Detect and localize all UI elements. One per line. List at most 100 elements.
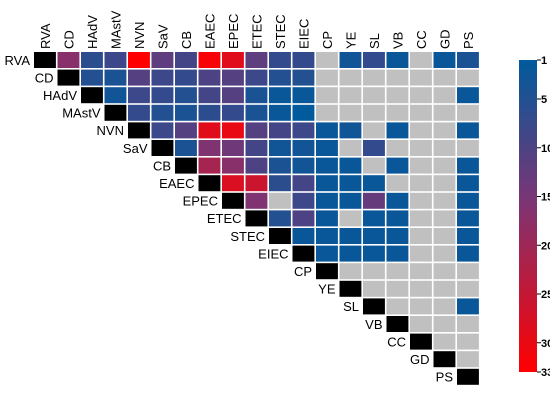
heatmap-cell (269, 87, 291, 104)
heatmap-cell (292, 122, 315, 139)
heatmap-cell (457, 157, 479, 174)
heatmap-cell (457, 210, 479, 227)
missing-cell (433, 228, 456, 244)
heatmap-cell (175, 69, 197, 86)
heatmap-cell (151, 122, 174, 139)
heatmap-cell (386, 157, 409, 174)
heatmap-cell (339, 192, 362, 209)
missing-cell (410, 298, 432, 315)
colorbar-tick-label: 30 (541, 338, 550, 350)
heatmap-cell (457, 122, 479, 139)
diagonal-cell (339, 280, 362, 297)
heatmap-cell (222, 140, 244, 156)
row-label: SaV (123, 141, 148, 156)
diagonal-cell (81, 87, 103, 104)
heatmap-cell (292, 87, 315, 104)
diagonal-cell (151, 140, 174, 156)
column-labels: RVA CD HAdV MAstV NVN SaV CB EAEC EPEC ETEC STEC EI… (38, 10, 476, 49)
missing-cell (316, 69, 338, 86)
missing-cell (433, 263, 456, 280)
heatmap-cell (222, 157, 244, 174)
column-label: YE (343, 31, 358, 49)
heatmap-cell (245, 122, 268, 139)
heatmap-cell (245, 52, 268, 68)
colorbar-tick-label: 15 (541, 192, 550, 204)
missing-cell (433, 104, 456, 121)
heatmap-cell (245, 175, 268, 192)
heatmap-cell (198, 157, 221, 174)
missing-cell (457, 263, 479, 280)
missing-cell (410, 175, 432, 192)
diagonal-cell (128, 122, 150, 139)
heatmap-cell (222, 69, 244, 86)
heatmap-cell (386, 245, 409, 262)
heatmap-cell (363, 245, 385, 262)
heatmap-cell (292, 104, 315, 121)
heatmap-cell (128, 104, 150, 121)
row-label: STEC (230, 229, 265, 244)
heatmap-cell (292, 192, 315, 209)
missing-cell (386, 104, 409, 121)
heatmap-cell (292, 140, 315, 156)
row-label: NVN (97, 123, 124, 138)
diagonal-cell (433, 351, 456, 368)
missing-cell (363, 87, 385, 104)
missing-cell (339, 263, 362, 280)
row-label: EAEC (159, 176, 194, 191)
diagonal-cell (57, 69, 80, 86)
heatmap-cell (339, 122, 362, 139)
row-label: ETEC (207, 211, 242, 226)
missing-cell (457, 140, 479, 156)
missing-cell (339, 69, 362, 86)
heatmap-cell (57, 52, 80, 68)
row-label: EPEC (183, 194, 218, 209)
missing-cell (410, 192, 432, 209)
missing-cell (410, 316, 432, 332)
missing-cell (410, 280, 432, 297)
missing-cell (316, 52, 338, 68)
missing-cell (433, 280, 456, 297)
diagonal-cell (410, 333, 432, 350)
column-label: NVN (132, 22, 147, 49)
missing-cell (433, 298, 456, 315)
missing-cell (457, 280, 479, 297)
missing-cell (386, 175, 409, 192)
missing-cell (457, 69, 479, 86)
heatmap-cell (457, 298, 479, 315)
heatmap-cell (128, 52, 150, 68)
diagonal-cell (175, 157, 197, 174)
row-label: MAstV (62, 106, 101, 121)
missing-cell (363, 69, 385, 86)
column-label: ETEC (249, 14, 264, 49)
missing-cell (433, 192, 456, 209)
missing-cell (433, 333, 456, 350)
missing-cell (433, 69, 456, 86)
heatmap-cell (433, 52, 456, 68)
row-label: VB (365, 317, 382, 332)
heatmap-cell (269, 52, 291, 68)
missing-cell (410, 104, 432, 121)
heatmap-cell (363, 175, 385, 192)
missing-cell (433, 210, 456, 227)
diagonal-cell (34, 52, 56, 68)
missing-cell (363, 104, 385, 121)
heatmap-cell (316, 228, 338, 244)
missing-cell (386, 87, 409, 104)
heatmap-cell (363, 192, 385, 209)
heatmap-cell (386, 52, 409, 68)
missing-cell (433, 140, 456, 156)
missing-cell (386, 298, 409, 315)
heatmap-cell (316, 140, 338, 156)
heatmap-cell (316, 210, 338, 227)
heatmap-cell (269, 140, 291, 156)
row-label: CC (387, 334, 406, 349)
colorbar-tick-label: 5 (541, 94, 547, 106)
heatmap-cell (316, 245, 338, 262)
row-label: HAdV (43, 88, 77, 103)
column-label: EIEC (296, 19, 311, 49)
missing-cell (386, 263, 409, 280)
missing-cell (433, 157, 456, 174)
colorbar-tick-label: 25 (541, 289, 550, 301)
heatmap-cell (457, 87, 479, 104)
missing-cell (339, 140, 362, 156)
